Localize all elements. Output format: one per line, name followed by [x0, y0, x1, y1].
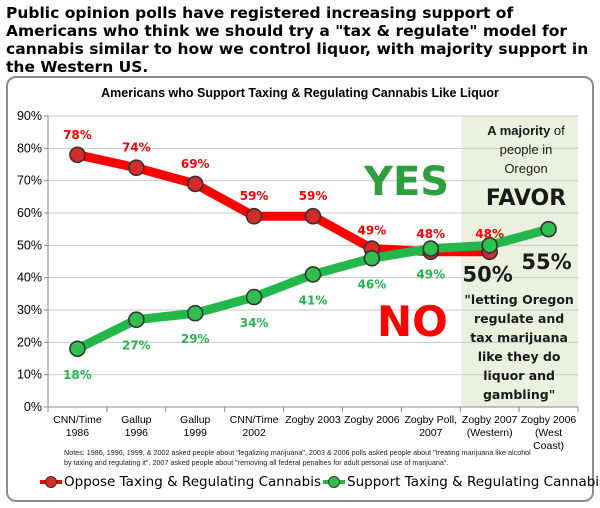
y-tick-label: 40% — [17, 271, 42, 285]
y-tick-label: 30% — [17, 303, 42, 317]
oppose-point — [128, 159, 145, 177]
data-labels: 78% 74% 69% 59% 59% 49% 48% 48% 18% 27% 29% 34% 41% 4… — [63, 128, 572, 382]
oregon-favor: FAVOR — [486, 186, 566, 211]
support-point — [245, 288, 263, 306]
yes-label: YES — [363, 159, 449, 205]
oregon-text-2: people in — [500, 142, 553, 157]
support-data-label: 46% — [358, 277, 387, 291]
support-data-label: 34% — [240, 316, 269, 330]
oregon-majority-bold: A majority — [487, 123, 551, 138]
support-data-label: 18% — [63, 368, 92, 382]
oregon-quote-line: like they do — [478, 349, 561, 364]
support-point — [186, 304, 204, 322]
x-tick-label: Zogby 2007 (Western) — [462, 414, 518, 439]
x-tick-label: Zogby 2006 — [344, 414, 400, 426]
oppose-point — [304, 207, 322, 225]
oregon-majority-rest: of — [550, 123, 565, 138]
x-tick-label: Zogby 2003 — [285, 414, 341, 426]
x-tick-label: Gallup 1996 — [121, 414, 152, 439]
oregon-highlight-region — [461, 116, 578, 407]
y-tick-labels: 0% 10% 20% 30% 40% 50% 60% 70% 80% 90% — [17, 109, 42, 414]
legend-swatch-support — [323, 476, 346, 488]
oppose-data-label: 48% — [475, 227, 504, 241]
x-tick-label: Zogby Poll, 2007 — [405, 414, 458, 439]
support-point — [481, 237, 498, 254]
y-tick-label: 50% — [17, 238, 42, 252]
y-tick-label: 90% — [17, 109, 42, 123]
legend-item-oppose: Oppose Taxing & Regulating Cannabis — [40, 474, 321, 490]
oppose-point — [69, 146, 86, 164]
series-layer — [69, 146, 557, 358]
support-point — [363, 249, 381, 267]
oppose-data-label: 59% — [299, 189, 328, 203]
oppose-data-label: 59% — [240, 189, 269, 203]
support-data-label: 41% — [299, 293, 328, 307]
oppose-data-label: 69% — [181, 157, 210, 171]
support-data-label: 27% — [122, 339, 151, 353]
oppose-point — [186, 175, 204, 193]
oregon-text-3: Oregon — [504, 161, 547, 176]
x-tick-label: Gallup 1999 — [180, 414, 211, 439]
chart-frame — [6, 76, 594, 502]
y-tick-label: 10% — [17, 368, 42, 382]
support-point — [69, 340, 86, 358]
x-tick-label: Zogby 2006 (West Coast) — [521, 414, 577, 452]
chart-title: Americans who Support Taxing & Regulatin… — [101, 86, 499, 100]
support-data-label: 29% — [181, 332, 210, 346]
oregon-quote-line: "letting Oregon — [464, 292, 573, 307]
y-tick-label: 80% — [17, 141, 42, 155]
support-point — [422, 240, 440, 257]
support-point — [128, 311, 145, 329]
legend-label-support: Support Taxing & Regulating Cannabis — [347, 474, 600, 490]
x-tick-labels: CNN/Time 1986 Gallup 1996 Gallup 1999 CNN/Time… — [53, 414, 576, 452]
y-tick-label: 60% — [17, 206, 42, 220]
legend-item-support: Support Taxing & Regulating Cannabis — [323, 474, 600, 490]
headline: Public opinion polls have registered inc… — [6, 4, 589, 76]
oregon-quote-line: liquor and — [483, 368, 555, 383]
support-data-label: 55% — [521, 250, 571, 274]
legend: Oppose Taxing & Regulating Cannabis Supp… — [40, 474, 600, 490]
oregon-text: A majority of — [487, 123, 565, 138]
support-data-label: 49% — [416, 268, 445, 282]
no-label: NO — [377, 297, 448, 346]
oregon-quote: "letting Oregon regulate and tax marijuana… — [464, 292, 573, 402]
x-tick-label: CNN/Time 2002 — [230, 414, 279, 439]
oregon-quote-line: gambling" — [483, 387, 555, 402]
oregon-quote-line: tax marijuana — [470, 330, 568, 345]
oppose-data-label: 49% — [358, 224, 387, 238]
annotations: YES NO A majority of people in Oregon FA… — [363, 123, 574, 402]
axes — [47, 116, 579, 412]
oppose-point — [245, 207, 263, 225]
legend-label-oppose: Oppose Taxing & Regulating Cannabis — [64, 474, 322, 490]
grid-lines — [44, 115, 578, 408]
oppose-data-label: 48% — [416, 227, 445, 241]
support-data-label: 50% — [463, 262, 513, 286]
support-point — [304, 266, 322, 283]
y-tick-label: 70% — [17, 174, 42, 188]
support-point — [540, 220, 557, 238]
legend-swatch-oppose — [40, 476, 62, 488]
oregon-quote-line: regulate and — [474, 311, 564, 326]
x-tick-label: CNN/Time 1986 — [53, 414, 102, 439]
oppose-data-label: 78% — [63, 128, 92, 142]
oppose-data-label: 74% — [122, 141, 151, 155]
y-tick-label: 20% — [17, 335, 42, 349]
y-tick-label: 0% — [24, 400, 42, 414]
chart-notes: Notes: 1986, 1996, 1999, & 2002 asked pe… — [64, 448, 531, 467]
